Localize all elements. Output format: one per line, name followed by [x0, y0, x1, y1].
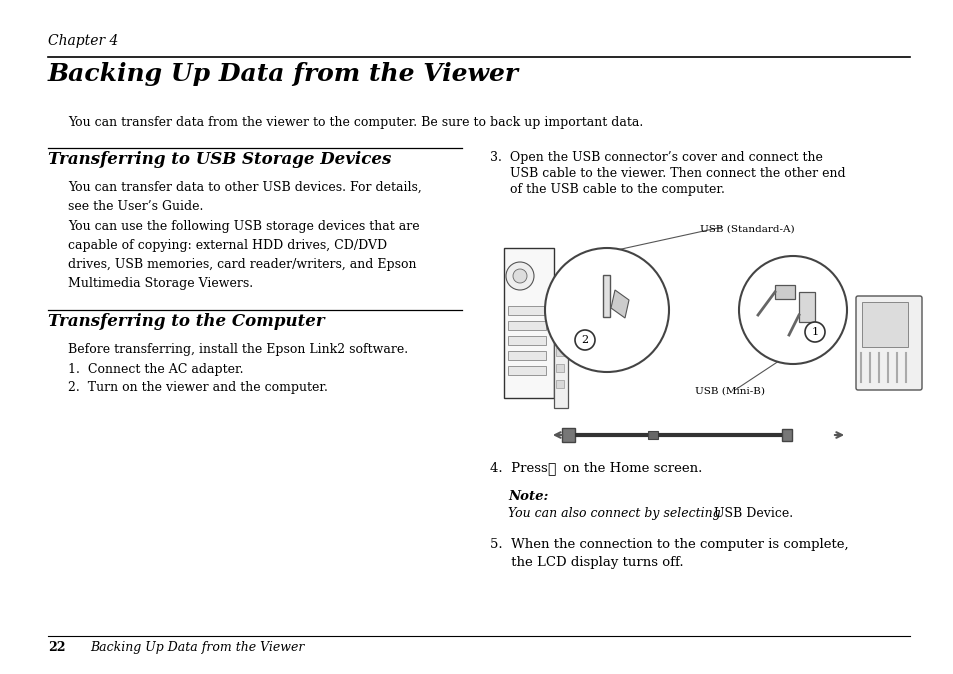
Text: ★: ★	[546, 462, 555, 476]
Text: on the Home screen.: on the Home screen.	[558, 462, 701, 475]
FancyBboxPatch shape	[507, 306, 545, 315]
Text: You can transfer data from the viewer to the computer. Be sure to back up import: You can transfer data from the viewer to…	[68, 116, 642, 129]
Text: You can also connect by selecting: You can also connect by selecting	[507, 507, 724, 520]
Text: 22: 22	[48, 641, 66, 654]
Text: Before transferring, install the Epson Link2 software.: Before transferring, install the Epson L…	[68, 343, 408, 356]
Text: You can use the following USB storage devices that are
capable of copying: exter: You can use the following USB storage de…	[68, 220, 419, 290]
FancyBboxPatch shape	[556, 364, 563, 372]
FancyBboxPatch shape	[507, 336, 545, 345]
FancyBboxPatch shape	[799, 292, 814, 322]
FancyBboxPatch shape	[507, 351, 545, 360]
FancyBboxPatch shape	[855, 296, 921, 390]
Text: USB (Mini-B): USB (Mini-B)	[695, 387, 764, 396]
Text: 3.  Open the USB connector’s cover and connect the: 3. Open the USB connector’s cover and co…	[490, 151, 822, 164]
Text: of the USB cable to the computer.: of the USB cable to the computer.	[490, 183, 724, 196]
Circle shape	[505, 262, 534, 290]
FancyBboxPatch shape	[561, 428, 575, 442]
Text: 5.  When the connection to the computer is complete,: 5. When the connection to the computer i…	[490, 538, 848, 551]
Text: 1: 1	[811, 327, 818, 337]
Circle shape	[804, 322, 824, 342]
Text: Transferring to USB Storage Devices: Transferring to USB Storage Devices	[48, 151, 391, 168]
FancyBboxPatch shape	[602, 275, 609, 317]
Text: 2.  Turn on the viewer and the computer.: 2. Turn on the viewer and the computer.	[68, 381, 328, 394]
FancyBboxPatch shape	[647, 431, 658, 439]
Circle shape	[544, 248, 668, 372]
FancyBboxPatch shape	[774, 285, 794, 299]
Text: USB (Standard-A): USB (Standard-A)	[700, 225, 794, 234]
FancyBboxPatch shape	[556, 348, 563, 356]
Polygon shape	[610, 290, 628, 318]
Circle shape	[739, 256, 846, 364]
FancyBboxPatch shape	[556, 316, 563, 324]
FancyBboxPatch shape	[862, 302, 907, 347]
FancyBboxPatch shape	[507, 366, 545, 375]
Text: You can transfer data to other USB devices. For details,
see the User’s Guide.: You can transfer data to other USB devic…	[68, 181, 421, 213]
Text: Backing Up Data from the Viewer: Backing Up Data from the Viewer	[90, 641, 304, 654]
Text: Chapter 4: Chapter 4	[48, 34, 118, 48]
FancyBboxPatch shape	[556, 332, 563, 340]
FancyBboxPatch shape	[507, 321, 545, 330]
Text: Note:: Note:	[507, 490, 548, 503]
FancyBboxPatch shape	[781, 429, 791, 441]
Text: Transferring to the Computer: Transferring to the Computer	[48, 313, 324, 330]
Circle shape	[513, 269, 526, 283]
Text: 4.  Press: 4. Press	[490, 462, 552, 475]
Circle shape	[575, 330, 595, 350]
Text: Backing Up Data from the Viewer: Backing Up Data from the Viewer	[48, 62, 518, 86]
Text: 1.  Connect the AC adapter.: 1. Connect the AC adapter.	[68, 363, 243, 376]
Text: USB Device.: USB Device.	[713, 507, 792, 520]
Text: the LCD display turns off.: the LCD display turns off.	[490, 556, 683, 569]
FancyBboxPatch shape	[554, 308, 567, 408]
FancyBboxPatch shape	[503, 248, 554, 398]
Text: USB cable to the viewer. Then connect the other end: USB cable to the viewer. Then connect th…	[490, 167, 844, 180]
FancyBboxPatch shape	[556, 380, 563, 388]
Text: 2: 2	[580, 335, 588, 345]
